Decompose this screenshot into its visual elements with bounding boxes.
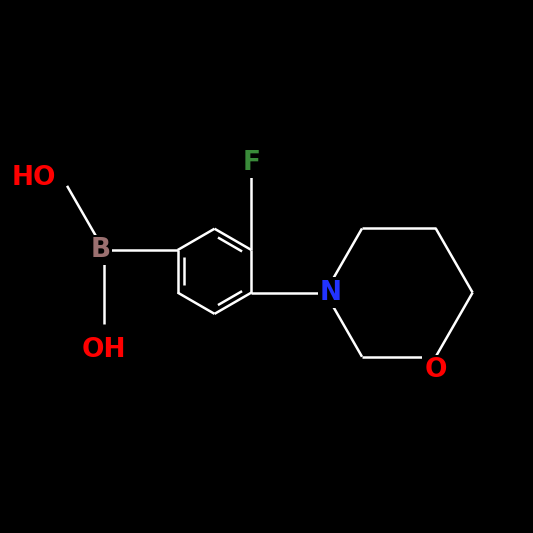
Text: B: B bbox=[90, 237, 110, 263]
Text: OH: OH bbox=[82, 337, 126, 363]
Text: HO: HO bbox=[12, 165, 56, 191]
Text: N: N bbox=[320, 280, 342, 305]
Text: O: O bbox=[424, 357, 447, 383]
Text: F: F bbox=[243, 150, 261, 176]
